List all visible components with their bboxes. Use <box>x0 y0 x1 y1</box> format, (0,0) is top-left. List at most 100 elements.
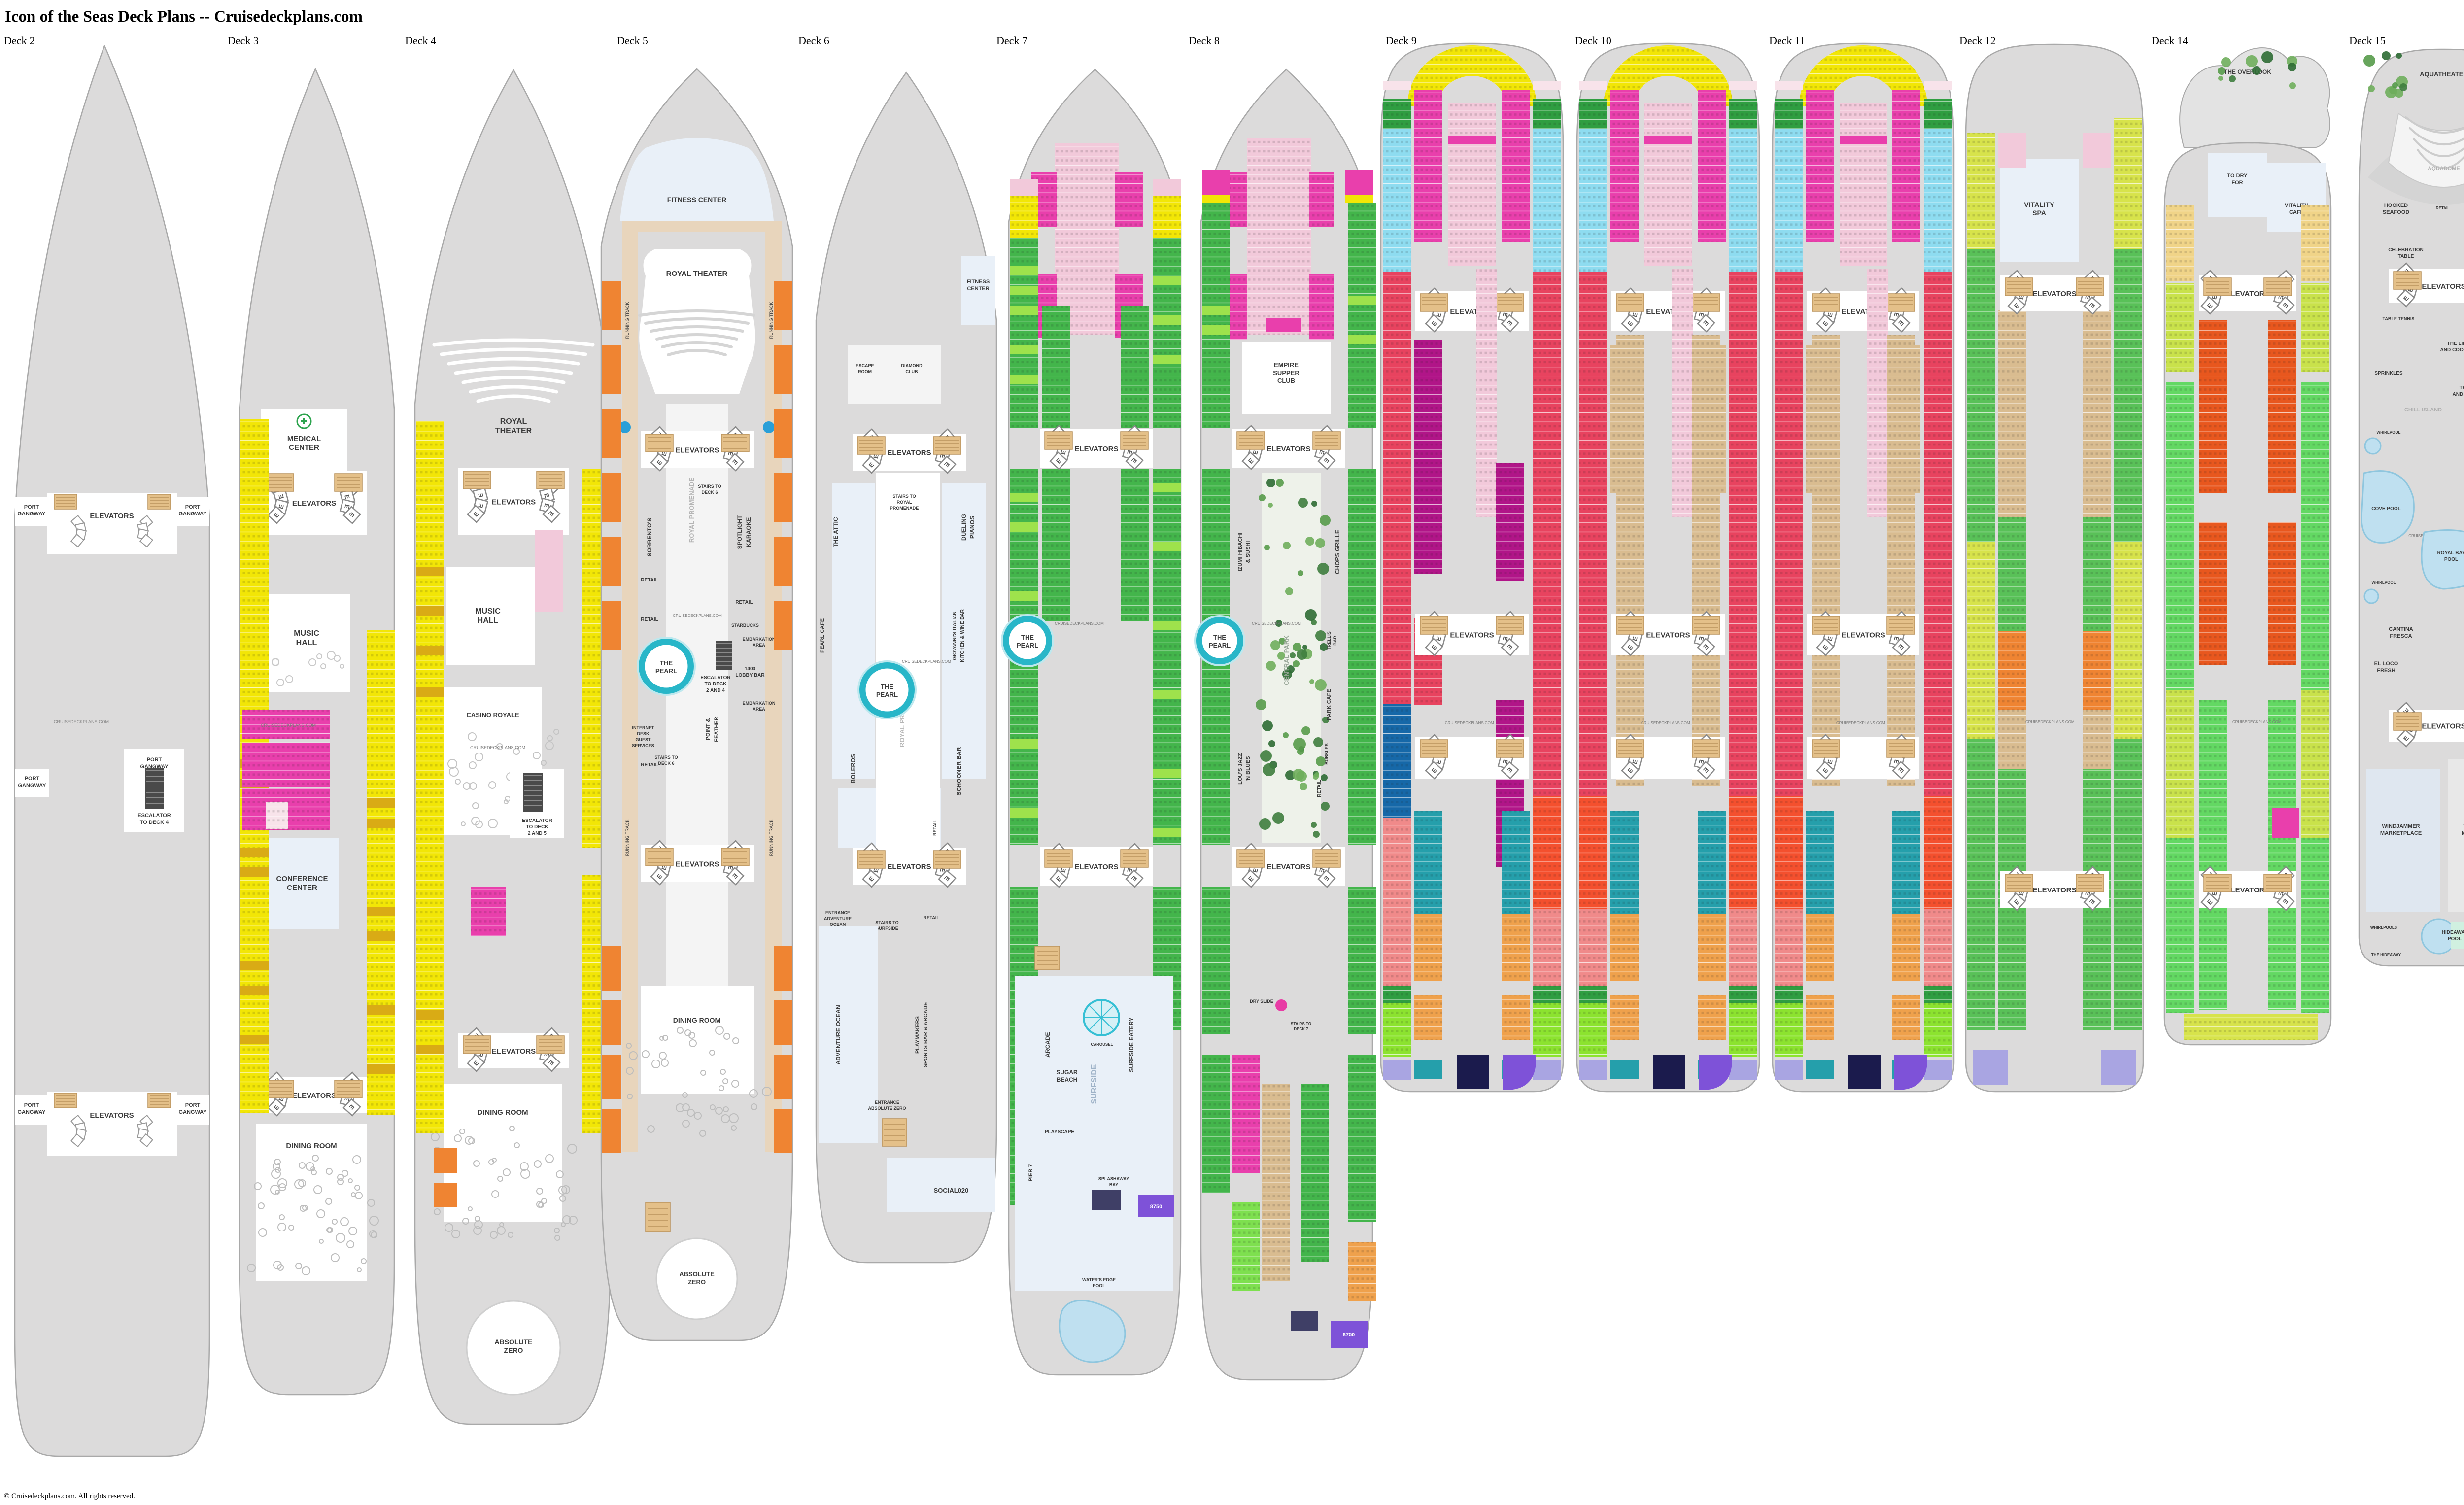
svg-text:POINT &: POINT & <box>705 718 711 741</box>
svg-text:TRELLIS: TRELLIS <box>1327 631 1332 650</box>
svg-text:ELEVATORS: ELEVATORS <box>1646 631 1690 640</box>
svg-text:BUBBLES: BUBBLES <box>1324 743 1329 765</box>
svg-text:ROYAL PROMENADE: ROYAL PROMENADE <box>688 478 695 543</box>
svg-text:PEARL: PEARL <box>1209 642 1231 649</box>
svg-text:Deck 15: Deck 15 <box>2349 34 2386 47</box>
svg-text:CRUISEDECKPLANS.COM: CRUISEDECKPLANS.COM <box>673 614 722 618</box>
svg-text:ELEVATORS: ELEVATORS <box>2422 722 2464 731</box>
svg-text:CRUISEDECKPLANS.COM: CRUISEDECKPLANS.COM <box>2025 720 2075 724</box>
svg-text:CRUISEDECKPLANS.COM: CRUISEDECKPLANS.COM <box>902 659 951 664</box>
svg-text:WHIRLPOOL: WHIRLPOOL <box>2377 430 2401 435</box>
svg-text:THE HIDEAWAY: THE HIDEAWAY <box>2371 953 2401 957</box>
svg-text:BOLEROS: BOLEROS <box>850 754 856 783</box>
svg-text:THE ATTIC: THE ATTIC <box>832 517 839 547</box>
svg-text:COVE POOL: COVE POOL <box>2371 506 2400 512</box>
svg-text:RUNNING TRACK: RUNNING TRACK <box>769 302 774 339</box>
svg-text:SURFSIDE: SURFSIDE <box>1090 1064 1098 1104</box>
svg-text:RETAIL: RETAIL <box>1317 780 1322 797</box>
svg-text:AQUATHEATER: AQUATHEATER <box>2420 70 2464 78</box>
svg-text:PIER 7: PIER 7 <box>1028 1164 1034 1182</box>
svg-text:PLAYSCAPE: PLAYSCAPE <box>1045 1129 1075 1135</box>
svg-text:RETAIL: RETAIL <box>2436 206 2450 210</box>
svg-text:FITNESS CENTER: FITNESS CENTER <box>667 196 727 204</box>
svg-text:RETAIL: RETAIL <box>735 600 753 605</box>
svg-text:Deck 12: Deck 12 <box>1959 34 1996 47</box>
svg-text:KARAOKE: KARAOKE <box>745 517 752 547</box>
svg-text:ELEVATORS: ELEVATORS <box>675 446 719 455</box>
svg-text:THE: THE <box>660 659 673 667</box>
svg-text:WHIRLPOOL: WHIRLPOOL <box>2372 581 2396 585</box>
svg-text:FEATHER: FEATHER <box>714 717 719 742</box>
svg-text:GIOVANNI'S ITALIAN: GIOVANNI'S ITALIAN <box>952 611 958 660</box>
svg-text:ELEVATORS: ELEVATORS <box>675 860 719 869</box>
svg-text:ELEVATORS: ELEVATORS <box>292 1092 336 1100</box>
svg-text:PEARL CAFE: PEARL CAFE <box>820 618 825 653</box>
svg-text:ARCADE: ARCADE <box>1044 1032 1051 1057</box>
svg-text:PEARL: PEARL <box>1017 642 1038 649</box>
svg-text:RETAIL: RETAIL <box>641 617 658 622</box>
svg-text:CASINO ROYALE: CASINO ROYALE <box>466 711 519 718</box>
svg-text:CAROUSEL: CAROUSEL <box>1091 1042 1113 1047</box>
svg-text:THE: THE <box>1021 634 1034 641</box>
svg-text:Deck 14: Deck 14 <box>2152 34 2188 47</box>
svg-text:RUNNING TRACK: RUNNING TRACK <box>625 302 630 339</box>
svg-text:RUNNING TRACK: RUNNING TRACK <box>769 820 774 856</box>
svg-text:ADVENTURE OCEAN: ADVENTURE OCEAN <box>835 1005 842 1064</box>
svg-text:CRUISEDECKPLANS.COM: CRUISEDECKPLANS.COM <box>1252 621 1301 626</box>
svg-text:IZUMI HIBACHI: IZUMI HIBACHI <box>1237 533 1243 572</box>
svg-text:© Cruisedeckplans.com. All rig: © Cruisedeckplans.com. All rights reserv… <box>4 1492 135 1500</box>
svg-text:TABLE TENNIS: TABLE TENNIS <box>2383 316 2415 321</box>
svg-text:CRUISEDECKPLANS.COM: CRUISEDECKPLANS.COM <box>1836 721 1885 725</box>
svg-text:ELEVATORS: ELEVATORS <box>292 499 336 508</box>
svg-text:CRUISEDECKPLANS.COM: CRUISEDECKPLANS.COM <box>261 723 316 728</box>
svg-text:DINING ROOM: DINING ROOM <box>477 1108 528 1117</box>
svg-text:ELEVATORS: ELEVATORS <box>887 863 931 871</box>
svg-text:THE OVERLOOK: THE OVERLOOK <box>2224 68 2271 75</box>
svg-text:Deck 9: Deck 9 <box>1386 34 1417 47</box>
svg-text:PIANOS: PIANOS <box>969 516 976 539</box>
svg-text:SORRENTO'S: SORRENTO'S <box>646 518 653 557</box>
svg-text:ELEVATORS: ELEVATORS <box>90 1111 134 1120</box>
svg-text:ELEVATORS: ELEVATORS <box>1266 445 1310 453</box>
svg-text:ELEVATORS: ELEVATORS <box>2225 886 2269 894</box>
svg-text:LOU'S JAZZ: LOU'S JAZZ <box>1237 753 1243 785</box>
svg-text:ELEVATORS: ELEVATORS <box>90 512 134 520</box>
svg-text:BAR: BAR <box>1333 636 1337 646</box>
svg-text:SPORTS BAR & ARCADE: SPORTS BAR & ARCADE <box>923 1002 929 1068</box>
svg-text:Deck 10: Deck 10 <box>1575 34 1611 47</box>
svg-text:ELEVATORS: ELEVATORS <box>492 498 536 507</box>
svg-text:Deck 4: Deck 4 <box>405 34 436 47</box>
svg-text:'N BLUES: 'N BLUES <box>1245 756 1251 782</box>
svg-text:Deck 3: Deck 3 <box>228 34 259 47</box>
svg-text:DRY SLIDE: DRY SLIDE <box>1250 999 1273 1004</box>
svg-text:8750: 8750 <box>1150 1204 1162 1210</box>
svg-text:CRUISEDECKPLANS.COM: CRUISEDECKPLANS.COM <box>2232 720 2282 724</box>
svg-text:ELEVATORS: ELEVATORS <box>1074 445 1118 453</box>
svg-text:Deck 2: Deck 2 <box>4 34 35 47</box>
svg-text:PEARL: PEARL <box>655 667 677 675</box>
svg-text:RETAIL: RETAIL <box>641 762 658 768</box>
svg-text:SCHOONER BAR: SCHOONER BAR <box>956 747 962 795</box>
svg-text:ROYAL THEATER: ROYAL THEATER <box>666 270 728 278</box>
svg-text:DINING ROOM: DINING ROOM <box>286 1142 337 1150</box>
svg-text:ELEVATORS: ELEVATORS <box>2032 290 2076 298</box>
svg-text:WHIRLPOOLS: WHIRLPOOLS <box>2370 925 2397 930</box>
svg-text:ELEVATORS: ELEVATORS <box>1074 863 1118 871</box>
svg-text:ELEVATORS: ELEVATORS <box>492 1047 536 1056</box>
svg-text:ELEVATORS: ELEVATORS <box>1450 631 1494 640</box>
svg-text:ELEVATORS: ELEVATORS <box>2225 290 2269 298</box>
svg-text:DINING ROOM: DINING ROOM <box>673 1016 720 1024</box>
svg-text:CENTRAL PARK: CENTRAL PARK <box>1283 635 1290 685</box>
svg-text:RETAIL: RETAIL <box>932 820 937 836</box>
svg-text:ELEVATORS: ELEVATORS <box>2422 282 2464 291</box>
svg-text:Deck 5: Deck 5 <box>617 34 648 47</box>
svg-text:KITCHEN & WINE BAR: KITCHEN & WINE BAR <box>960 609 965 662</box>
svg-text:CHOPS GRILLE: CHOPS GRILLE <box>1334 530 1341 574</box>
svg-text:Deck 6: Deck 6 <box>798 34 829 47</box>
svg-text:RETAIL: RETAIL <box>924 915 939 920</box>
svg-text:8750: 8750 <box>1343 1332 1355 1338</box>
svg-text:SURFSIDE EATERY: SURFSIDE EATERY <box>1128 1017 1135 1072</box>
svg-text:PARK CAFE: PARK CAFE <box>1326 689 1332 720</box>
